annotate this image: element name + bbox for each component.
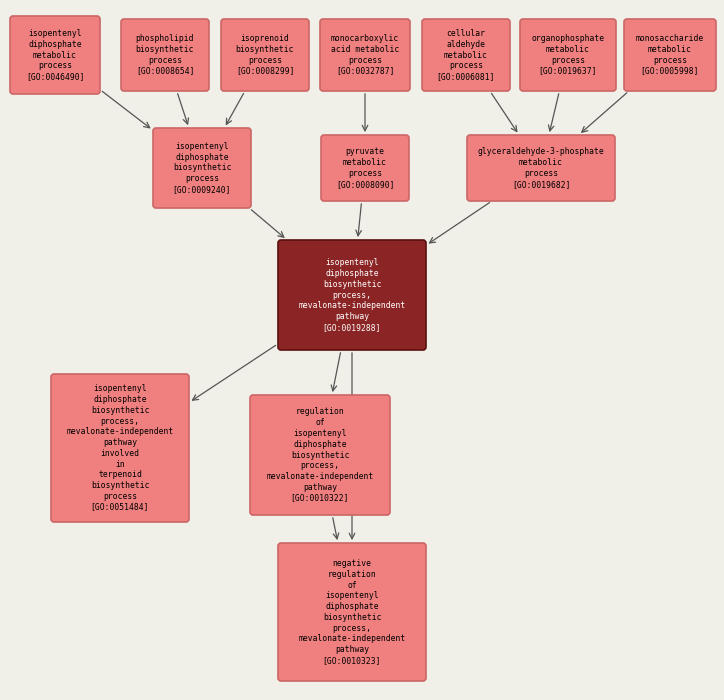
FancyBboxPatch shape <box>278 240 426 350</box>
FancyBboxPatch shape <box>278 543 426 681</box>
FancyBboxPatch shape <box>51 374 189 522</box>
FancyBboxPatch shape <box>320 19 410 91</box>
Text: isopentenyl
diphosphate
metabolic
process
[GO:0046490]: isopentenyl diphosphate metabolic proces… <box>26 29 84 81</box>
FancyBboxPatch shape <box>153 128 251 208</box>
Text: negative
regulation
of
isopentenyl
diphosphate
biosynthetic
process,
mevalonate-: negative regulation of isopentenyl dipho… <box>298 559 405 665</box>
Text: isopentenyl
diphosphate
biosynthetic
process,
mevalonate-independent
pathway
[GO: isopentenyl diphosphate biosynthetic pro… <box>298 258 405 332</box>
Text: monosaccharide
metabolic
process
[GO:0005998]: monosaccharide metabolic process [GO:000… <box>636 34 704 76</box>
FancyBboxPatch shape <box>221 19 309 91</box>
FancyBboxPatch shape <box>467 135 615 201</box>
FancyBboxPatch shape <box>10 16 100 94</box>
Text: pyruvate
metabolic
process
[GO:0008090]: pyruvate metabolic process [GO:0008090] <box>336 148 395 188</box>
Text: phospholipid
biosynthetic
process
[GO:0008654]: phospholipid biosynthetic process [GO:00… <box>136 34 194 76</box>
FancyBboxPatch shape <box>624 19 716 91</box>
Text: cellular
aldehyde
metabolic
process
[GO:0006081]: cellular aldehyde metabolic process [GO:… <box>437 29 495 81</box>
Text: isopentenyl
diphosphate
biosynthetic
process,
mevalonate-independent
pathway
inv: isopentenyl diphosphate biosynthetic pro… <box>67 384 174 512</box>
Text: regulation
of
isopentenyl
diphosphate
biosynthetic
process,
mevalonate-independe: regulation of isopentenyl diphosphate bi… <box>266 407 374 503</box>
FancyBboxPatch shape <box>321 135 409 201</box>
Text: isopentenyl
diphosphate
biosynthetic
process
[GO:0009240]: isopentenyl diphosphate biosynthetic pro… <box>173 142 231 194</box>
FancyBboxPatch shape <box>250 395 390 515</box>
FancyBboxPatch shape <box>520 19 616 91</box>
FancyBboxPatch shape <box>422 19 510 91</box>
FancyBboxPatch shape <box>121 19 209 91</box>
Text: monocarboxylic
acid metabolic
process
[GO:0032787]: monocarboxylic acid metabolic process [G… <box>331 34 399 76</box>
Text: isoprenoid
biosynthetic
process
[GO:0008299]: isoprenoid biosynthetic process [GO:0008… <box>236 34 294 76</box>
Text: glyceraldehyde-3-phosphate
metabolic
process
[GO:0019682]: glyceraldehyde-3-phosphate metabolic pro… <box>478 148 605 188</box>
Text: organophosphate
metabolic
process
[GO:0019637]: organophosphate metabolic process [GO:00… <box>531 34 605 76</box>
